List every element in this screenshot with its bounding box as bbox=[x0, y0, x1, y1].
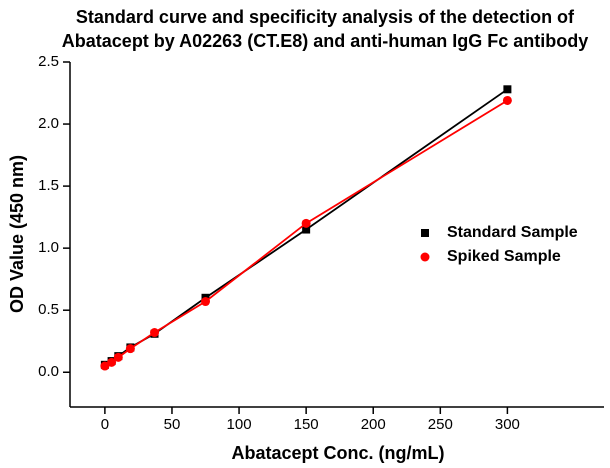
marker bbox=[201, 297, 211, 307]
legend-marker bbox=[421, 229, 429, 237]
legend-label: Standard Sample bbox=[447, 224, 578, 241]
marker bbox=[502, 95, 512, 105]
marker bbox=[107, 357, 117, 367]
y-tick-label: 0.0 bbox=[38, 363, 59, 380]
x-tick-label: 200 bbox=[361, 416, 386, 433]
legend-label: Spiked Sample bbox=[447, 248, 561, 265]
marker bbox=[125, 344, 135, 354]
y-tick-label: 0.5 bbox=[38, 301, 59, 318]
chart-title: Standard curve and specificity analysis … bbox=[76, 7, 575, 27]
marker bbox=[302, 225, 311, 234]
marker bbox=[100, 361, 110, 371]
y-tick-label: 1.5 bbox=[38, 177, 59, 194]
x-tick-label: 300 bbox=[495, 416, 520, 433]
x-axis-label: Abatacept Conc. (ng/mL) bbox=[231, 443, 444, 463]
marker bbox=[113, 352, 123, 362]
x-tick-label: 0 bbox=[101, 416, 109, 433]
y-tick-label: 2.0 bbox=[38, 115, 59, 132]
marker bbox=[503, 85, 512, 94]
legend-marker bbox=[420, 252, 430, 262]
y-tick-label: 1.0 bbox=[38, 239, 59, 256]
marker bbox=[301, 218, 311, 228]
x-tick-label: 150 bbox=[294, 416, 319, 433]
y-axis-label: OD Value (450 nm) bbox=[7, 155, 27, 313]
x-tick-label: 100 bbox=[227, 416, 252, 433]
x-tick-label: 50 bbox=[164, 416, 181, 433]
y-tick-label: 2.5 bbox=[38, 53, 59, 70]
marker bbox=[150, 328, 160, 338]
x-tick-label: 250 bbox=[428, 416, 453, 433]
chart-title: Abatacept by A02263 (CT.E8) and anti-hum… bbox=[62, 31, 588, 51]
